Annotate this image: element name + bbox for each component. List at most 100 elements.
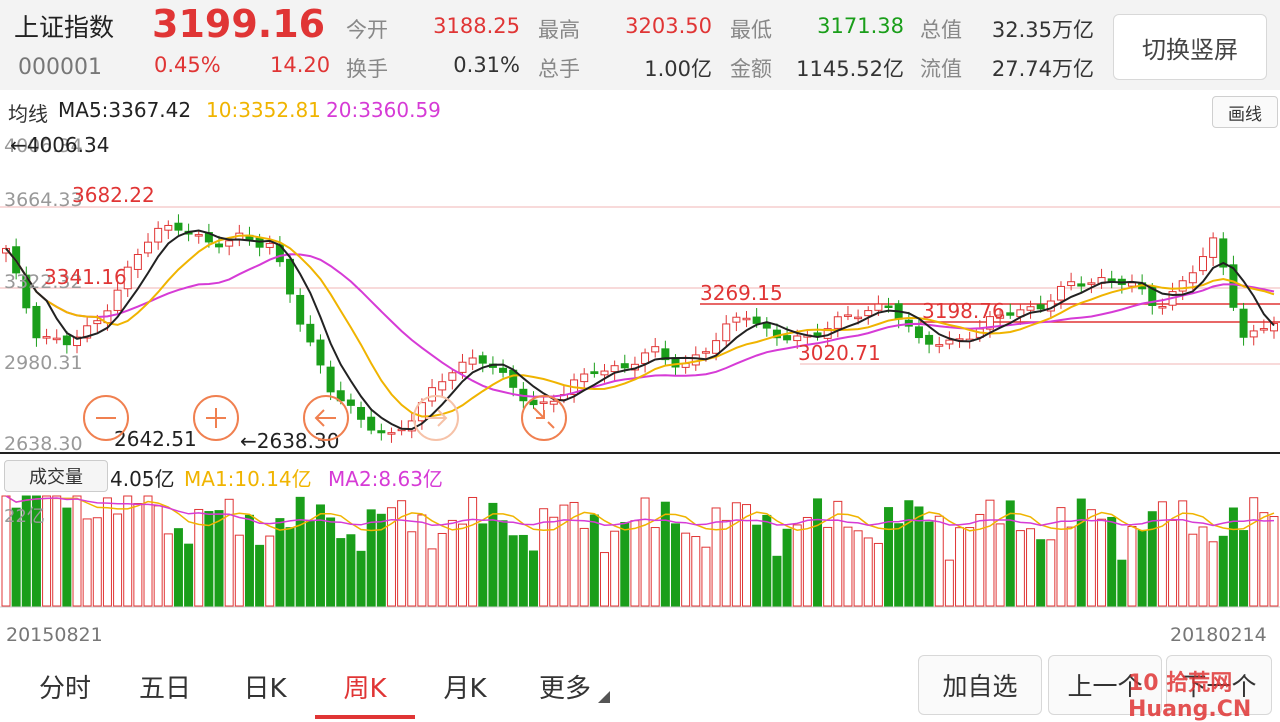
volume-bar xyxy=(802,516,812,607)
kline-chart[interactable]: 4006.34 3664.33 3322.32 2980.31 2638.30 … xyxy=(0,0,1280,620)
annotation-3020: 3020.71 xyxy=(798,341,881,365)
volume-bar xyxy=(346,534,356,607)
candle-body xyxy=(701,351,710,354)
draw-line-button[interactable]: 画线 xyxy=(1212,96,1278,128)
stat-value-total-hands: 1.00亿 xyxy=(644,57,712,81)
volume-bar xyxy=(843,526,853,607)
volume-bar xyxy=(579,527,589,607)
volume-bar xyxy=(914,506,924,607)
volume-bar xyxy=(447,519,457,607)
volume-bar xyxy=(985,499,995,607)
volume-bar xyxy=(326,517,336,607)
volume-bar xyxy=(813,498,823,607)
volume-bar xyxy=(62,507,72,607)
volume-bar xyxy=(1046,539,1056,607)
volume-bar xyxy=(427,548,437,607)
candle-body xyxy=(651,346,660,353)
candle-body xyxy=(539,401,548,404)
candle-body xyxy=(417,402,426,422)
volume-bar xyxy=(508,535,518,607)
volume-bar xyxy=(234,534,244,607)
candle-body xyxy=(154,227,163,243)
candle-body xyxy=(529,399,538,406)
candle-body xyxy=(590,371,599,375)
tab-intraday[interactable]: 分时 xyxy=(38,673,91,704)
volume-bar xyxy=(873,542,883,607)
candle-body xyxy=(996,314,1005,319)
candle-body xyxy=(215,243,224,248)
candle-body xyxy=(864,310,873,317)
volume-bar xyxy=(478,523,488,607)
volume-bar xyxy=(823,526,833,607)
zoom-in-button[interactable] xyxy=(193,395,239,441)
volume-bar xyxy=(589,514,599,607)
stat-label-amount: 金额 xyxy=(730,57,772,81)
tab-monthly-k[interactable]: 月K xyxy=(443,673,487,704)
next-button[interactable]: 下一个 xyxy=(1166,655,1272,715)
candle-body xyxy=(32,305,41,339)
candle-body xyxy=(93,320,102,325)
volume-bar xyxy=(244,514,254,607)
pan-right-button[interactable] xyxy=(413,395,459,441)
volume-bar xyxy=(437,532,447,607)
candle-body xyxy=(1198,256,1207,272)
candle-body xyxy=(925,334,934,345)
candle-body xyxy=(772,329,781,339)
volume-indicator-button[interactable]: 成交量 xyxy=(4,460,108,492)
volume-bar xyxy=(924,521,934,607)
candle-body xyxy=(326,366,335,393)
volume-bar xyxy=(153,505,163,607)
zoom-out-button[interactable] xyxy=(83,395,129,441)
tab-five-day[interactable]: 五日 xyxy=(138,673,191,704)
stat-value-amount: 1145.52亿 xyxy=(796,57,904,81)
reset-zoom-button[interactable] xyxy=(521,395,567,441)
volume-bar xyxy=(133,503,143,607)
volume-bar xyxy=(194,508,204,607)
candle-body xyxy=(620,363,629,369)
candle-body xyxy=(144,241,153,254)
tab-daily-k[interactable]: 日K xyxy=(243,673,287,704)
candle-body xyxy=(478,355,487,364)
candle-body xyxy=(357,406,366,420)
previous-button[interactable]: 上一个 xyxy=(1048,655,1162,715)
ma10-line xyxy=(5,234,1275,418)
tab-more[interactable]: 更多 xyxy=(538,673,591,704)
volume-bar xyxy=(488,502,498,607)
volume-bar xyxy=(1218,535,1228,607)
volume-bar xyxy=(731,502,741,607)
volume-bar xyxy=(660,501,670,607)
price-axis-label: 2638.30 xyxy=(4,433,83,455)
pan-left-button[interactable] xyxy=(303,395,349,441)
candle-body xyxy=(438,381,447,391)
add-watchlist-button[interactable]: 加自选 xyxy=(918,655,1042,715)
change-points: 14.20 xyxy=(270,53,331,77)
tab-weekly-k[interactable]: 周K xyxy=(343,673,387,704)
candle-body xyxy=(387,432,396,435)
volume-bar xyxy=(1005,500,1015,607)
ma20-value: 20:3360.59 xyxy=(326,98,441,122)
volume-bar xyxy=(31,495,41,607)
volume-bar xyxy=(113,513,123,607)
volume-bar xyxy=(1157,501,1167,607)
candle-body xyxy=(1036,304,1045,310)
toggle-portrait-button[interactable]: 切换竖屏 xyxy=(1113,14,1267,80)
volume-bar xyxy=(894,523,904,607)
volume-bar xyxy=(1036,539,1046,607)
volume-bar xyxy=(1056,507,1066,607)
volume-bar xyxy=(457,523,467,607)
volume-axis-top: 22亿 xyxy=(4,506,45,527)
volume-bar xyxy=(863,537,873,607)
volume-bar xyxy=(630,520,640,607)
active-tab-indicator xyxy=(315,715,415,719)
volume-current: 4.05亿 xyxy=(110,467,175,491)
volume-bar xyxy=(762,514,772,607)
candle-body xyxy=(133,254,142,270)
stat-label-turnover: 换手 xyxy=(346,57,388,81)
volume-bar xyxy=(224,498,234,607)
volume-bar xyxy=(1228,507,1238,607)
candle-body xyxy=(843,314,852,317)
candle-body xyxy=(377,430,386,434)
candle-body xyxy=(265,242,274,248)
candle-body xyxy=(884,305,893,308)
volume-bar xyxy=(610,530,620,607)
